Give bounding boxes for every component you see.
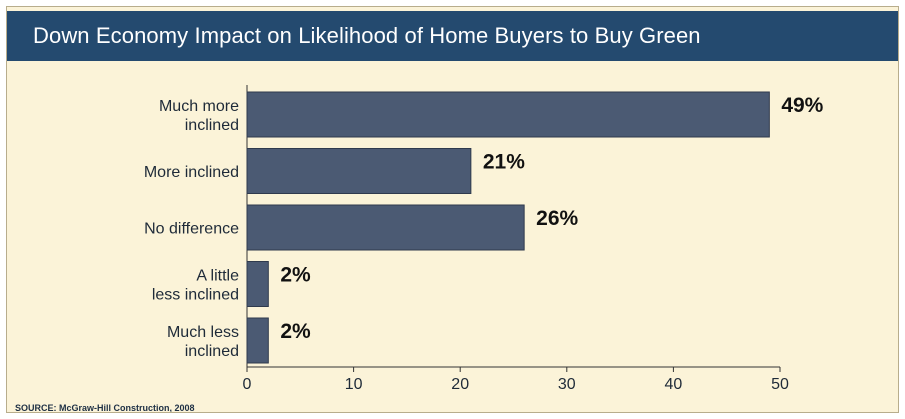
category-label-line: less inclined <box>152 287 239 304</box>
x-tick-label: 50 <box>771 376 789 393</box>
bar <box>246 148 472 194</box>
data-label: 2% <box>280 320 311 343</box>
category-label-line: inclined <box>185 117 239 134</box>
category-label-line: No difference <box>144 221 239 238</box>
chart-frame: Down Economy Impact on Likelihood of Hom… <box>6 6 899 413</box>
x-tick-label: 40 <box>665 376 683 393</box>
data-label: 49% <box>781 94 823 117</box>
x-tick-label: 0 <box>243 376 252 393</box>
category-label: Much less inclined <box>167 324 239 360</box>
bar <box>246 317 269 364</box>
category-label-line: Much less <box>167 324 239 341</box>
bar <box>246 204 525 251</box>
data-label: 2% <box>280 264 311 287</box>
category-label-line: inclined <box>185 343 239 360</box>
data-label: 21% <box>483 151 525 174</box>
source-note: SOURCE: McGraw-Hill Construction, 2008 <box>15 403 195 413</box>
category-label: More inclined <box>144 164 239 181</box>
x-tick-label: 20 <box>451 376 469 393</box>
bar <box>246 91 770 138</box>
category-label: Much more inclined <box>159 98 239 134</box>
chart-title: Down Economy Impact on Likelihood of Hom… <box>33 23 701 48</box>
category-label-line: More inclined <box>144 164 239 181</box>
category-label-line: A little <box>196 268 239 285</box>
bar-chart: 0 10 20 30 40 50 Much more inclined 49% More incl… <box>144 85 824 393</box>
data-label: 26% <box>536 207 578 230</box>
category-label: A little less inclined <box>152 268 239 304</box>
bar <box>246 261 269 307</box>
category-label: No difference <box>144 221 239 238</box>
x-tick-label: 10 <box>345 376 363 393</box>
x-tick-label: 30 <box>558 376 576 393</box>
category-label-line: Much more <box>159 98 239 115</box>
title-bar: Down Economy Impact on Likelihood of Hom… <box>7 11 898 61</box>
